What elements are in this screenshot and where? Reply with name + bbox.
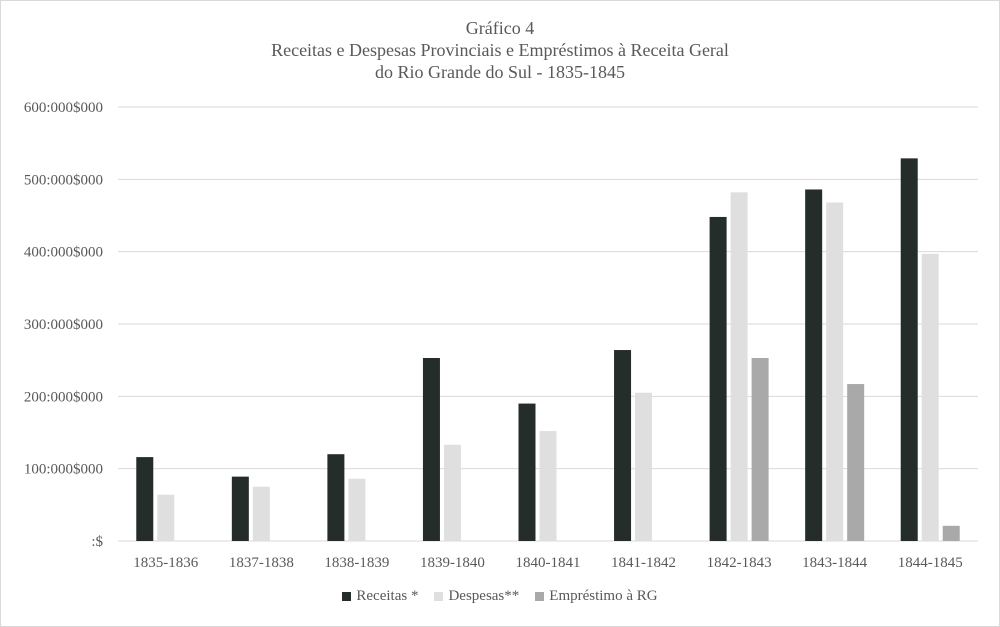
- bar: [942, 525, 960, 541]
- bar: [327, 454, 345, 541]
- bar: [900, 158, 918, 541]
- y-axis: :$ 100:000$000 200:000$000 300:000$000 400:0…: [24, 100, 104, 550]
- bar: [518, 403, 536, 541]
- legend-label-receitas: Receitas *: [356, 588, 419, 604]
- bar: [136, 457, 154, 541]
- bar: [348, 478, 366, 541]
- legend-item-emprestimo: Empréstimo à RG: [535, 588, 658, 605]
- y-tick-label: 400:000$000: [24, 245, 103, 261]
- x-tick-label: 1835-1836: [133, 555, 198, 571]
- x-tick-label: 1839-1840: [420, 555, 485, 571]
- legend-swatch-despesas: [434, 592, 444, 601]
- chart-title-line-2: Receitas e Despesas Provinciais e Emprés…: [271, 40, 729, 60]
- y-tick-label: 200:000$000: [24, 389, 103, 405]
- legend-swatch-receitas: [342, 592, 352, 601]
- chart-title: Gráfico 4 Receitas e Despesas Provinciai…: [0, 17, 1000, 83]
- legend-item-despesas: Despesas**: [434, 588, 519, 605]
- bar: [443, 444, 461, 541]
- x-tick-label: 1837-1838: [229, 555, 294, 571]
- legend: Receitas * Despesas** Empréstimo à RG: [0, 588, 1000, 605]
- bars: [136, 158, 960, 542]
- bar: [847, 384, 865, 541]
- y-tick-label: 100:000$000: [24, 462, 103, 478]
- x-tick-label: 1841-1842: [611, 555, 676, 571]
- bar: [751, 357, 769, 541]
- x-tick-label: 1844-1845: [898, 555, 963, 571]
- bar: [921, 253, 939, 541]
- bar: [709, 216, 727, 542]
- legend-label-despesas: Despesas**: [448, 588, 520, 604]
- chart-title-line-3: do Rio Grande do Sul - 1835-1845: [375, 62, 625, 82]
- x-axis: 1835-1836 1837-1838 1838-1839 1839-1840 1840…: [133, 555, 962, 571]
- y-tick-label: 500:000$000: [24, 172, 103, 188]
- x-tick-label: 1843-1844: [802, 555, 867, 571]
- bar: [614, 350, 632, 541]
- bar: [231, 476, 249, 541]
- bar: [730, 192, 748, 541]
- bar: [635, 392, 653, 541]
- x-tick-label: 1842-1843: [707, 555, 772, 571]
- bar: [252, 486, 270, 541]
- y-tick-label: 300:000$000: [24, 317, 103, 333]
- bar: [539, 431, 557, 541]
- chart-title-line-1: Gráfico 4: [465, 18, 535, 38]
- legend-swatch-emprestimo: [535, 592, 545, 601]
- bar: [805, 189, 823, 541]
- bar: [826, 202, 844, 542]
- x-tick-label: 1838-1839: [324, 555, 389, 571]
- legend-item-receitas: Receitas *: [342, 588, 418, 605]
- legend-label-emprestimo: Empréstimo à RG: [549, 588, 658, 604]
- bar: [157, 494, 175, 541]
- y-tick-label: 600:000$000: [24, 100, 103, 116]
- y-tick-label: :$: [91, 534, 103, 550]
- bar: [422, 357, 440, 541]
- x-tick-label: 1840-1841: [516, 555, 581, 571]
